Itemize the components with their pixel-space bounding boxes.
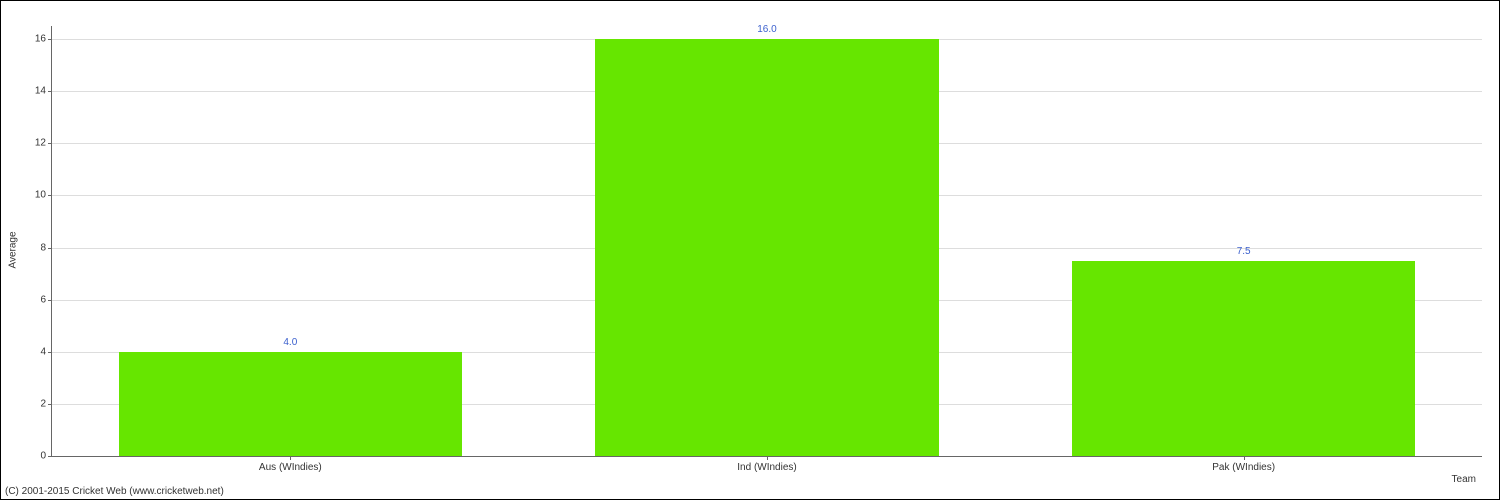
y-tick-mark	[48, 352, 52, 353]
copyright-footer: (C) 2001-2015 Cricket Web (www.cricketwe…	[5, 486, 224, 497]
y-tick-mark	[48, 404, 52, 405]
bar-value-label: 4.0	[283, 337, 297, 348]
bar: 4.0	[119, 352, 462, 456]
y-tick-label: 6	[40, 294, 46, 305]
y-tick-label: 2	[40, 398, 46, 409]
y-tick-mark	[48, 91, 52, 92]
x-tick-mark	[767, 456, 768, 460]
y-tick-label: 10	[35, 190, 46, 201]
y-tick-label: 4	[40, 346, 46, 357]
y-tick-label: 12	[35, 138, 46, 149]
x-tick-mark	[1244, 456, 1245, 460]
bar-value-label: 7.5	[1237, 246, 1251, 257]
bar: 16.0	[595, 39, 938, 456]
chart-frame: Team 0 2 4 6 8 10 12 14 16 4.0 Aus (WIndies) 16.0 In…	[0, 0, 1500, 500]
y-tick-label: 16	[35, 34, 46, 45]
x-tick-label: Ind (WIndies)	[737, 462, 796, 473]
x-tick-mark	[290, 456, 291, 460]
y-tick-mark	[48, 456, 52, 457]
y-tick-mark	[48, 300, 52, 301]
y-tick-mark	[48, 248, 52, 249]
y-tick-label: 8	[40, 242, 46, 253]
x-tick-label: Pak (WIndies)	[1212, 462, 1275, 473]
y-axis-title: Average	[8, 231, 19, 268]
plot-area: Team 02468101214164.0Aus (WIndies)16.0In…	[51, 26, 1482, 457]
y-tick-label: 14	[35, 86, 46, 97]
bar-value-label: 16.0	[757, 24, 776, 35]
x-tick-label: Aus (WIndies)	[259, 462, 322, 473]
bar: 7.5	[1072, 261, 1415, 456]
y-tick-label: 0	[40, 451, 46, 462]
y-tick-mark	[48, 195, 52, 196]
x-axis-title: Team	[1452, 474, 1476, 485]
y-tick-mark	[48, 39, 52, 40]
y-tick-mark	[48, 143, 52, 144]
